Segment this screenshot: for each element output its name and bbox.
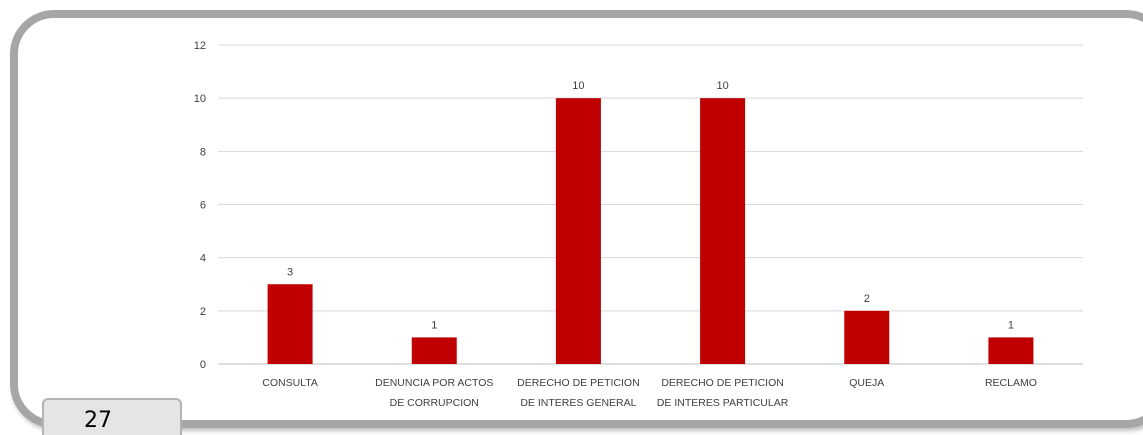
bar [700, 98, 746, 365]
category-label: DERECHO DE PETICION [517, 377, 640, 389]
y-tick-label: 2 [200, 306, 206, 318]
data-label: 10 [716, 80, 728, 92]
category-label: DERECHO DE PETICION [661, 377, 784, 389]
bar [555, 98, 601, 365]
category-label: RECLAMO [985, 377, 1037, 389]
y-tick-label: 8 [200, 146, 206, 158]
y-tick-label: 0 [200, 359, 206, 371]
bars [267, 98, 1034, 365]
data-label: 2 [864, 293, 870, 305]
data-label: 1 [431, 319, 437, 331]
page-number-tab: 27 [42, 398, 182, 435]
y-tick-label: 12 [194, 40, 206, 52]
page-number: 27 [84, 408, 112, 433]
bar [844, 310, 890, 364]
y-axis: 0 2 4 6 8 10 12 [194, 40, 206, 371]
category-label: DE INTERES GENERAL [520, 397, 636, 409]
data-label: 3 [287, 266, 293, 278]
data-label: 10 [572, 80, 584, 92]
category-label: QUEJA [849, 377, 884, 389]
category-label: DE CORRUPCION [390, 397, 479, 409]
x-axis-categories: CONSULTA DENUNCIA POR ACTOS DE CORRUPCION D… [262, 377, 1037, 409]
category-label: DENUNCIA POR ACTOS [375, 377, 493, 389]
category-label: CONSULTA [262, 377, 318, 389]
y-tick-label: 6 [200, 200, 206, 212]
bar [411, 337, 457, 364]
bar [267, 284, 313, 364]
data-label: 1 [1008, 319, 1014, 331]
y-tick-label: 4 [200, 253, 206, 265]
y-tick-label: 10 [194, 93, 206, 105]
gridlines [218, 44, 1083, 365]
bar [988, 337, 1034, 364]
category-label: DE INTERES PARTICULAR [657, 397, 789, 409]
data-labels: 3 1 10 10 2 1 [287, 80, 1014, 331]
